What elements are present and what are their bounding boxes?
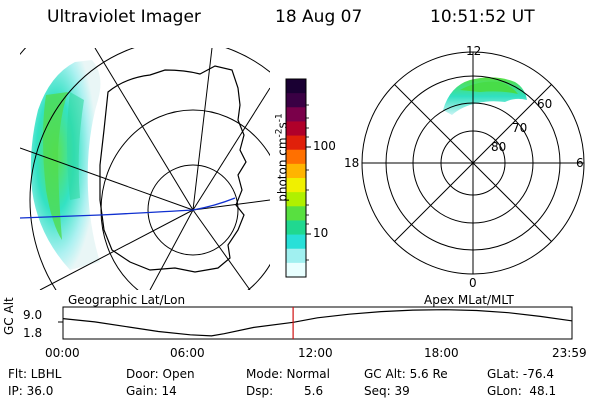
mlt-label-12: 12: [466, 44, 482, 58]
time-label: 10:51:52 UT: [430, 7, 535, 27]
timeline-ytick-top: 9.0: [23, 308, 43, 322]
colorbar-band: [286, 149, 306, 165]
mode-status: Mode: Normal: [246, 367, 330, 381]
polar-plot: [361, 51, 585, 275]
glat-status: GLat: -76.4: [487, 367, 554, 381]
mlat-label-60: 60: [537, 97, 553, 111]
timeline-ytick-bottom: 1.8: [23, 326, 43, 340]
colorbar-band: [286, 107, 306, 123]
colorbar-band: [286, 135, 306, 151]
colorbar-tick-10: 10: [313, 226, 329, 240]
date-label: 18 Aug 07: [275, 7, 363, 27]
altitude-timeline: [58, 306, 573, 340]
door-status: Door: Open: [126, 367, 195, 381]
mlat-label-70: 70: [512, 121, 528, 135]
colorbar-label: photon cm-2s-1: [274, 113, 290, 202]
timeline-xtick-1200: 12:00: [298, 346, 333, 360]
continent-outline: [99, 65, 247, 273]
colorbar-band: [286, 93, 306, 108]
gain-status: Gain: 14: [126, 384, 177, 398]
colorbar-band: [286, 121, 306, 137]
mlt-label-18: 18: [344, 156, 360, 170]
colorbar-tick-100: 100: [313, 139, 336, 153]
geographic-map: [20, 48, 270, 290]
dsp-label: Dsp:: [246, 384, 274, 398]
mlt-label-6: 6: [576, 156, 584, 170]
mlt-label-0: 0: [469, 276, 477, 290]
colorbar: [286, 79, 306, 278]
colorbar-band: [286, 192, 306, 207]
glon-status: GLon: 48.1: [487, 384, 557, 398]
sun-meridian-line: [20, 197, 236, 219]
altitude-curve: [62, 309, 572, 337]
instrument-title: Ultraviolet Imager: [47, 7, 201, 27]
colorbar-band: [286, 79, 306, 94]
timeline-xtick-0000: 00:00: [45, 346, 80, 360]
timeline-ylabel: GC Alt: [2, 297, 16, 335]
colorbar-band: [286, 220, 306, 236]
aurora-emission-left: [30, 60, 101, 270]
colorbar-band: [286, 248, 306, 264]
ip-status: IP: 36.0: [8, 384, 54, 398]
colorbar-band: [286, 262, 306, 278]
gc-alt-status: GC Alt: 5.6 Re: [364, 367, 448, 381]
colorbar-band: [286, 163, 306, 179]
filter-status: Flt: LBHL: [8, 367, 62, 381]
timeline-xtick-1800: 18:00: [424, 346, 459, 360]
colorbar-band: [286, 206, 306, 222]
timeline-xtick-2359: 23:59: [552, 346, 587, 360]
mlat-label-80: 80: [491, 140, 507, 154]
seq-status: Seq: 39: [364, 384, 410, 398]
colorbar-band: [286, 234, 306, 250]
dsp-value: 5.6: [304, 384, 324, 398]
polar-plot-label: Apex MLat/MLT: [424, 293, 514, 307]
timeline-xtick-0600: 06:00: [170, 346, 205, 360]
colorbar-band: [286, 178, 306, 193]
geographic-map-label: Geographic Lat/Lon: [68, 293, 186, 307]
